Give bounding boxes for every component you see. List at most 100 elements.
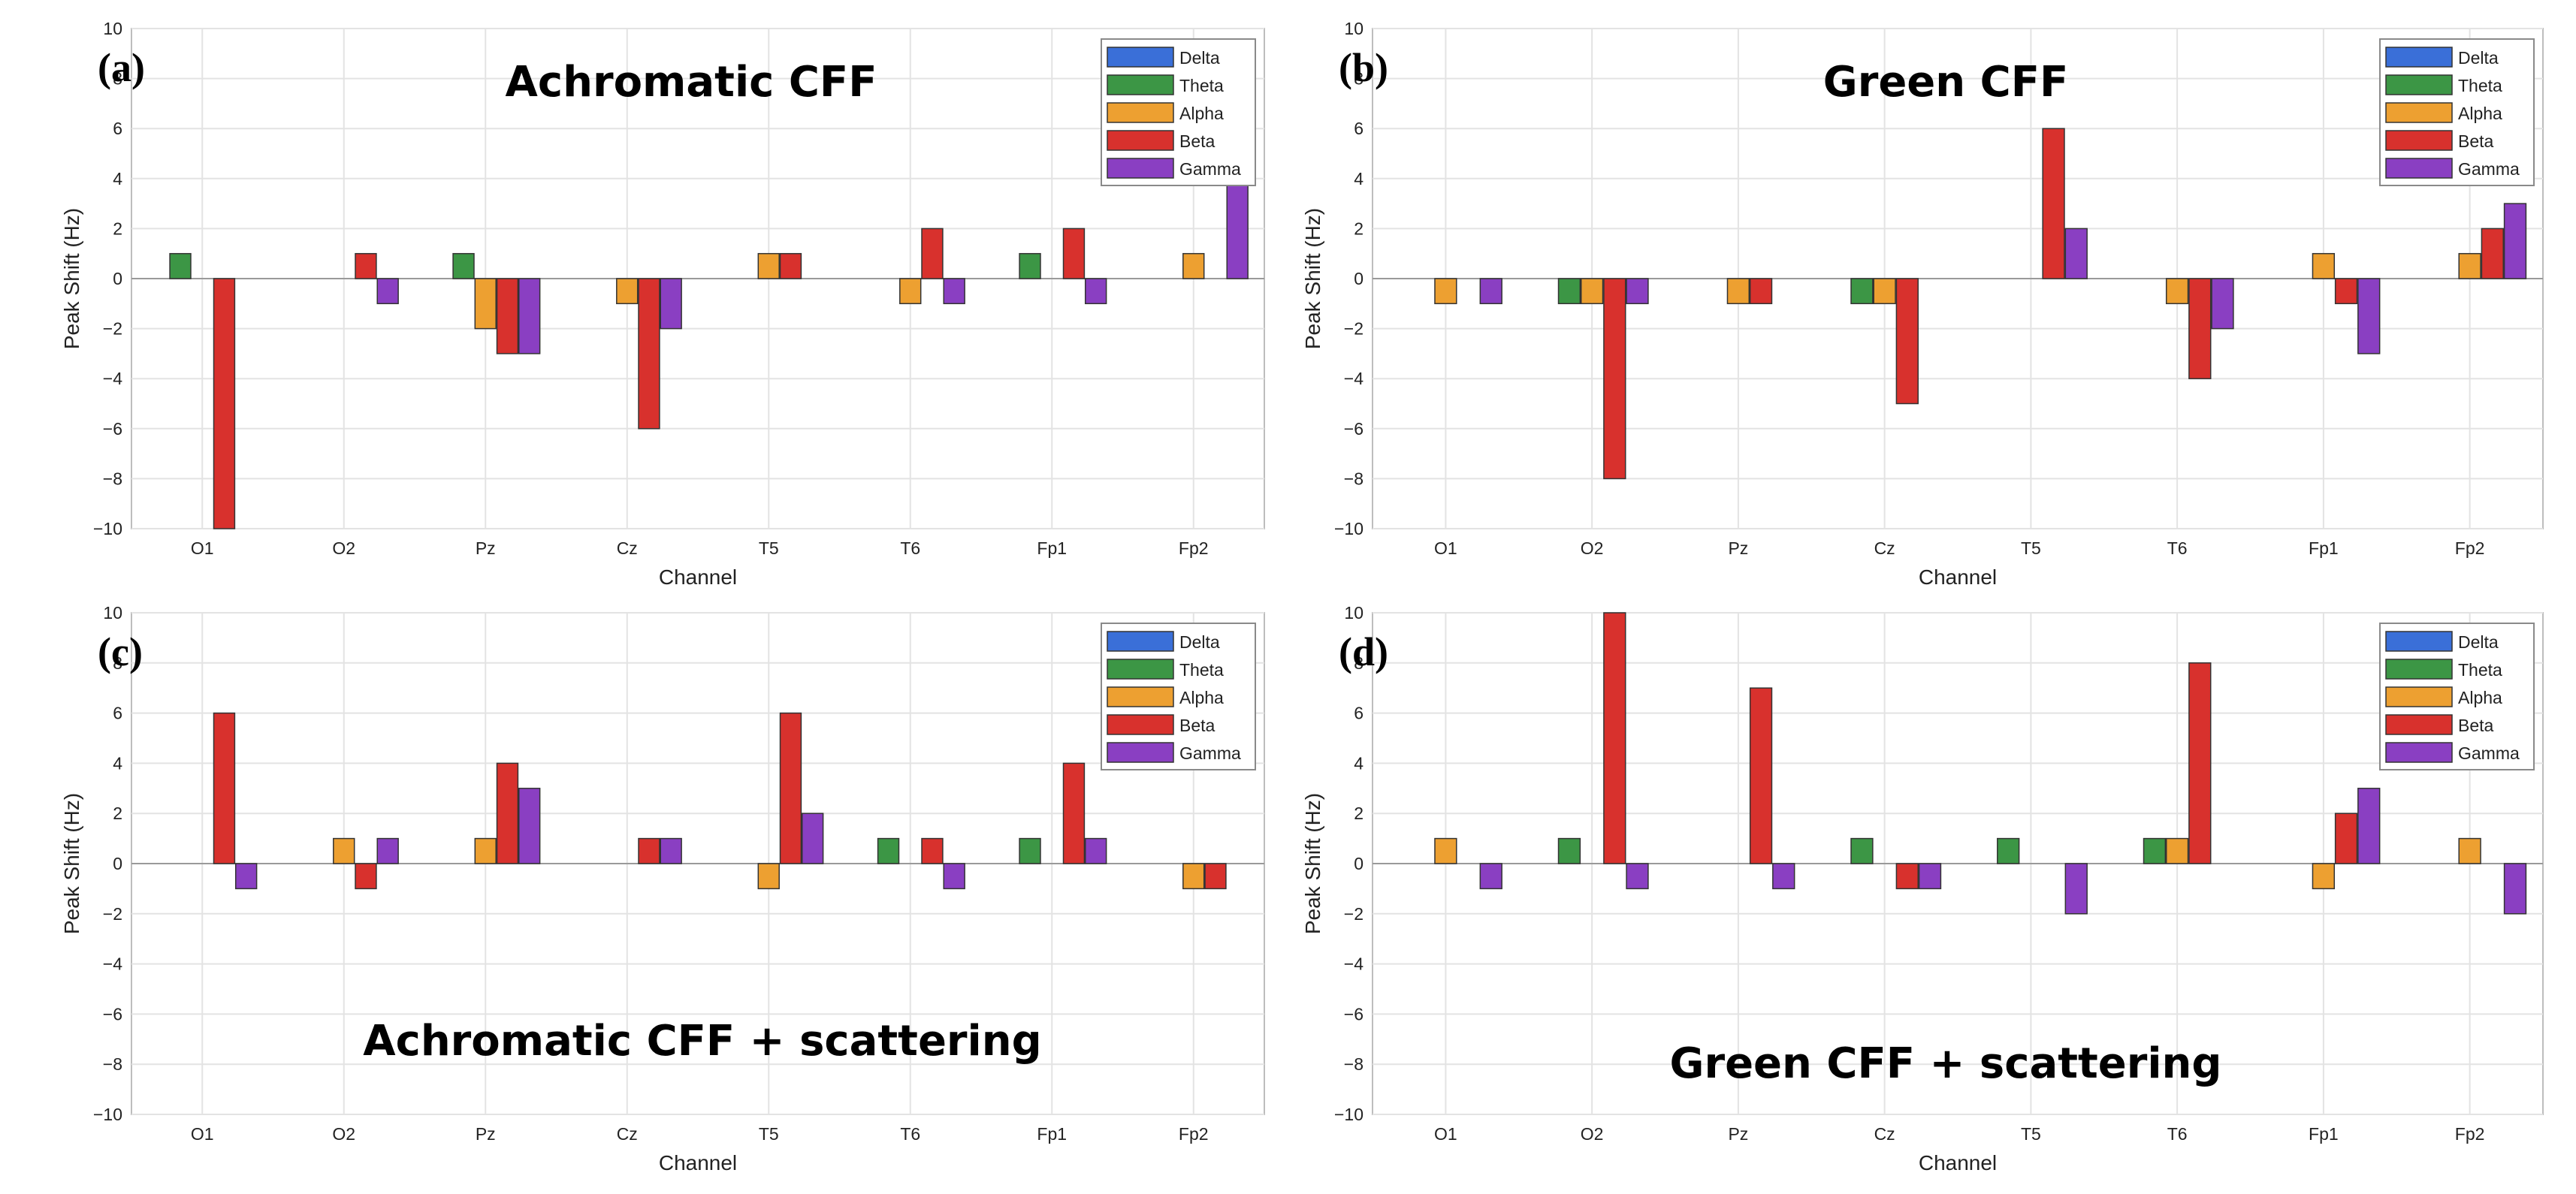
y-tick-label: 6 xyxy=(113,119,122,138)
y-tick-label: 0 xyxy=(1354,269,1363,288)
x-tick-label: Fp1 xyxy=(1037,1124,1067,1144)
y-tick-label: −4 xyxy=(103,954,122,974)
bar-gamma-t5 xyxy=(802,813,823,864)
bar-beta-t5 xyxy=(2043,128,2064,279)
legend-label-alpha: Alpha xyxy=(2458,688,2502,707)
bar-gamma-o1 xyxy=(236,864,257,888)
x-tick-label: Cz xyxy=(1874,538,1895,558)
bar-theta-o2 xyxy=(1559,839,1581,864)
panel-title: Achromatic CFF + scattering xyxy=(363,1017,1041,1066)
bar-gamma-o1 xyxy=(1480,864,1502,888)
bar-beta-o2 xyxy=(355,864,376,888)
legend-label-theta: Theta xyxy=(1179,76,1224,95)
y-tick-label: −4 xyxy=(1344,369,1363,388)
bar-gamma-cz xyxy=(1919,864,1941,888)
y-tick-label: −10 xyxy=(1334,519,1363,538)
legend-swatch-beta xyxy=(1107,715,1173,734)
bar-theta-cz xyxy=(1851,839,1873,864)
bar-theta-t5 xyxy=(1998,839,2019,864)
x-tick-label: O2 xyxy=(332,1124,355,1144)
x-tick-label: T5 xyxy=(2021,1124,2041,1144)
legend-swatch-theta xyxy=(2386,75,2452,95)
legend-label-beta: Beta xyxy=(1179,131,1216,151)
bar-gamma-cz xyxy=(660,279,681,329)
legend-swatch-delta xyxy=(1107,47,1173,67)
bar-gamma-fp2 xyxy=(2505,864,2526,914)
x-tick-label: O2 xyxy=(332,538,355,558)
bar-gamma-fp1 xyxy=(2358,788,2380,864)
y-tick-label: −2 xyxy=(103,904,122,924)
x-axis-label: Channel xyxy=(659,1151,737,1174)
x-tick-label: Cz xyxy=(617,538,638,558)
x-tick-label: T6 xyxy=(900,538,920,558)
legend-swatch-gamma xyxy=(1107,743,1173,762)
y-tick-label: 2 xyxy=(1354,804,1363,823)
bar-gamma-t5 xyxy=(2065,864,2087,914)
x-tick-label: T5 xyxy=(759,1124,779,1144)
bar-alpha-fp2 xyxy=(1183,864,1204,888)
bar-gamma-fp1 xyxy=(1086,279,1107,303)
panel-letter: (b) xyxy=(1339,45,1388,90)
legend-label-delta: Delta xyxy=(2458,48,2499,68)
legend-swatch-alpha xyxy=(2386,103,2452,122)
bar-beta-t5 xyxy=(781,713,802,864)
bar-beta-t6 xyxy=(922,839,943,864)
bar-beta-t6 xyxy=(2189,279,2211,378)
panel-letter: (c) xyxy=(98,629,143,674)
x-tick-label: O2 xyxy=(1581,538,1604,558)
x-tick-label: Cz xyxy=(1874,1124,1895,1144)
bar-alpha-t6 xyxy=(2167,279,2188,303)
bar-gamma-fp1 xyxy=(1086,839,1107,864)
y-tick-label: 10 xyxy=(1344,603,1363,623)
legend-swatch-theta xyxy=(1107,659,1173,679)
bar-alpha-pz xyxy=(475,279,496,329)
x-tick-label: Pz xyxy=(1728,538,1748,558)
legend-label-theta: Theta xyxy=(2458,76,2502,95)
y-tick-label: 10 xyxy=(103,603,122,623)
legend-label-alpha: Alpha xyxy=(1179,104,1224,123)
legend-label-beta: Beta xyxy=(1179,716,1216,735)
bar-gamma-o2 xyxy=(1626,864,1648,888)
bar-beta-fp1 xyxy=(2336,279,2357,303)
legend: Delta Theta Alpha Beta Gamma xyxy=(1101,623,1255,770)
x-tick-label: Pz xyxy=(1728,1124,1748,1144)
bar-alpha-pz xyxy=(475,839,496,864)
y-tick-label: −6 xyxy=(1344,1004,1363,1024)
legend-swatch-alpha xyxy=(2386,687,2452,707)
x-tick-label: Fp2 xyxy=(1179,538,1209,558)
y-tick-label: −4 xyxy=(1344,954,1363,974)
legend-swatch-delta xyxy=(2386,632,2452,651)
bar-alpha-fp2 xyxy=(1183,254,1204,279)
x-axis-label: Channel xyxy=(1919,565,1997,589)
bar-beta-fp2 xyxy=(2481,228,2503,279)
bar-beta-t5 xyxy=(781,254,802,279)
bar-beta-fp1 xyxy=(2336,813,2357,864)
legend-swatch-theta xyxy=(2386,659,2452,679)
bar-alpha-fp1 xyxy=(2312,864,2334,888)
y-tick-label: −6 xyxy=(103,419,122,439)
legend: Delta Theta Alpha Beta Gamma xyxy=(2380,39,2534,185)
bar-alpha-pz xyxy=(1727,279,1749,303)
legend-swatch-delta xyxy=(2386,47,2452,67)
bar-gamma-t6 xyxy=(944,279,965,303)
bar-beta-pz xyxy=(497,763,518,864)
x-tick-label: Pz xyxy=(476,538,496,558)
x-tick-label: T6 xyxy=(2167,1124,2188,1144)
x-tick-label: O1 xyxy=(191,1124,214,1144)
bar-theta-o2 xyxy=(1559,279,1581,303)
bar-beta-cz xyxy=(1896,864,1918,888)
legend-label-delta: Delta xyxy=(1179,48,1220,68)
figure-canvas: 1086420−2−4−6−8−10O1 O2 Pz Cz T5 T6 Fp1 Fp2Chan… xyxy=(0,0,2576,1194)
legend-swatch-gamma xyxy=(2386,158,2452,178)
bar-beta-pz xyxy=(497,279,518,354)
bar-gamma-cz xyxy=(660,839,681,864)
legend: Delta Theta Alpha Beta Gamma xyxy=(1101,39,1255,185)
y-axis-label: Peak Shift (Hz) xyxy=(60,208,83,349)
x-tick-label: O2 xyxy=(1581,1124,1604,1144)
bar-alpha-t5 xyxy=(758,864,779,888)
bar-alpha-o2 xyxy=(334,839,355,864)
y-tick-label: −10 xyxy=(1334,1105,1363,1124)
bar-alpha-o1 xyxy=(1435,839,1457,864)
bar-theta-fp1 xyxy=(1019,839,1040,864)
y-tick-label: 0 xyxy=(113,854,122,873)
